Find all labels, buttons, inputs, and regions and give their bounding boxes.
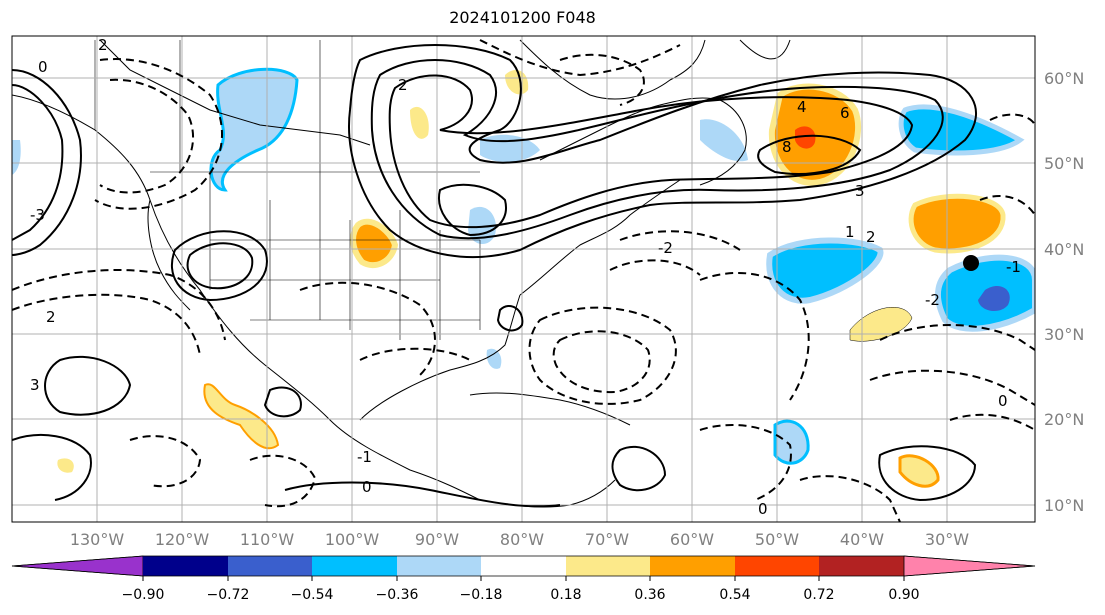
solid-contours [12, 44, 977, 508]
political-borders [94, 40, 481, 340]
positive-anomaly-east [908, 193, 1006, 254]
negative-anomaly-core [978, 285, 1010, 312]
contour-label: 1 [845, 223, 855, 241]
lat-label: 20°N [1044, 410, 1084, 429]
lon-label: 50°W [755, 530, 799, 549]
contour-label: 2 [46, 308, 56, 326]
colorbar-segment [566, 556, 650, 576]
contour-label: 3 [30, 376, 40, 394]
colorbar-tick-label: −0.72 [207, 587, 250, 603]
dashed-contours [12, 39, 1035, 522]
lat-label: 50°N [1044, 154, 1084, 173]
contour-labels: 2 0 4 6 8 3 2 -2 -1 0 -2 1 2 0 -1 -3 0 3… [30, 36, 1021, 518]
colorbar-tick-label: −0.90 [122, 587, 165, 603]
lon-label: 30°W [925, 530, 969, 549]
lon-label: 60°W [670, 530, 714, 549]
negative-anomaly-labrador [700, 119, 748, 162]
lon-label: 110°W [240, 530, 295, 549]
colorbar: −0.90 −0.72 −0.54 −0.36 −0.18 0.18 0.36 … [11, 555, 1036, 603]
colorbar-segment [650, 556, 735, 576]
contour-label: 3 [855, 182, 865, 200]
colorbar-segment [11, 555, 144, 577]
colorbar-tick-label: 0.18 [550, 587, 581, 603]
location-marker [963, 255, 979, 271]
contour-label: 0 [758, 500, 768, 518]
positive-anomaly-east-atlantic-south [898, 454, 940, 488]
contour-label: 2 [398, 76, 408, 94]
contour-label: 6 [840, 104, 850, 122]
colorbar-segment [228, 556, 312, 576]
colorbar-tick-label: −0.18 [460, 587, 503, 603]
contour-label: 0 [362, 478, 372, 496]
positive-anomaly-pacific-south [57, 458, 74, 473]
lon-label: 130°W [70, 530, 125, 549]
positive-anomaly-mexico [203, 383, 280, 450]
negative-anomaly-central-atlantic [766, 237, 884, 304]
colorbar-segment [312, 556, 397, 576]
longitude-labels: 130°W 120°W 110°W 100°W 90°W 80°W 70°W 6… [70, 530, 969, 549]
colorbar-segment [143, 556, 228, 576]
lon-label: 70°W [585, 530, 629, 549]
positive-anomaly-core [795, 126, 816, 149]
negative-anomaly-pacific [12, 140, 21, 175]
negative-anomaly-gulf [486, 348, 502, 369]
lat-label: 30°N [1044, 325, 1084, 344]
lat-label: 10°N [1044, 496, 1084, 515]
lon-label: 90°W [415, 530, 459, 549]
negative-anomaly-caribbean [773, 419, 810, 465]
colorbar-tick-label: 0.90 [888, 587, 919, 603]
contour-label: -2 [658, 239, 673, 257]
contour-label: -2 [925, 291, 940, 309]
colorbar-tick-label: −0.36 [376, 587, 419, 603]
colorbar-tick-label: 0.72 [803, 587, 834, 603]
colorbar-segment [903, 555, 1036, 577]
colorbar-tick-label: 0.54 [719, 587, 750, 603]
contour-label: 0 [38, 58, 48, 76]
contour-label: -3 [30, 206, 45, 224]
lon-label: 40°W [840, 530, 884, 549]
map-title: 2024101200 F048 [449, 8, 596, 27]
colorbar-ticks [142, 576, 905, 581]
shaded-anomalies [12, 67, 1035, 488]
lat-label: 40°N [1044, 240, 1084, 259]
colorbar-segment [481, 556, 566, 576]
map-frame [11, 35, 1036, 523]
contour-label: 0 [998, 392, 1008, 410]
latitude-labels: 60°N 50°N 40°N 30°N 20°N 10°N [1044, 69, 1084, 515]
colorbar-segment [735, 556, 819, 576]
lon-label: 100°W [325, 530, 380, 549]
colorbar-tick-label: 0.36 [634, 587, 665, 603]
contour-label: 2 [866, 228, 876, 246]
lon-label: 80°W [500, 530, 544, 549]
contour-label: 8 [782, 138, 792, 156]
colorbar-segment [397, 556, 481, 576]
contour-label: 4 [797, 98, 807, 116]
positive-anomaly-plains [350, 218, 399, 269]
colorbar-tick-label: −0.54 [291, 587, 334, 603]
contour-label: 2 [98, 36, 108, 54]
coastlines [12, 39, 791, 508]
contour-label: -1 [357, 448, 372, 466]
lon-label: 120°W [155, 530, 210, 549]
positive-anomaly-hudson [410, 106, 429, 139]
lat-label: 60°N [1044, 69, 1084, 88]
contour-label: -1 [1006, 258, 1021, 276]
colorbar-segment [819, 556, 904, 576]
